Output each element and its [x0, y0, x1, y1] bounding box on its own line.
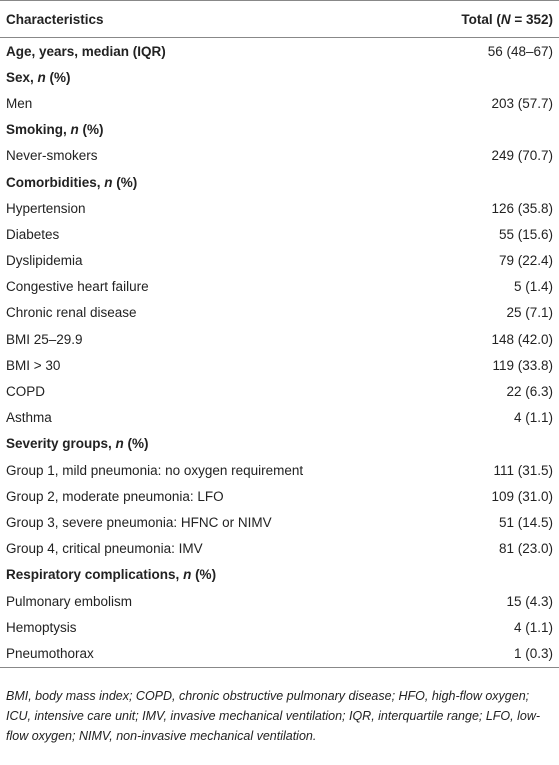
row-value: 111 (31.5) — [493, 462, 553, 478]
row-label: Severity groups, n (%) — [6, 436, 149, 452]
row-value: 56 (48–67) — [487, 43, 553, 59]
row-label: Pulmonary embolism — [6, 593, 133, 609]
item-row: Never-smokers 249 (70.7) — [0, 143, 559, 169]
empty-cell — [419, 117, 559, 143]
row-value: 51 (14.5) — [498, 514, 553, 530]
row-label: Group 4, critical pneumonia: IMV — [6, 541, 203, 557]
row-value: 4 (1.1) — [513, 619, 553, 635]
table-body: Age, years, median (IQR) 56 (48–67) Sex, n… — [0, 38, 559, 667]
row-value: 5 (1.4) — [513, 279, 553, 295]
row-value: 148 (42.0) — [491, 331, 553, 347]
item-row: Dyslipidemia 79 (22.4) — [0, 248, 559, 274]
row-label: Asthma — [6, 410, 52, 426]
section-row: Age, years, median (IQR) 56 (48–67) — [0, 38, 559, 65]
row-label: Sex, n (%) — [6, 69, 71, 85]
row-label: Hypertension — [6, 200, 86, 216]
row-label: Group 3, severe pneumonia: HFNC or NIMV — [6, 514, 272, 530]
item-row: Group 2, moderate pneumonia: LFO 109 (31.… — [0, 483, 559, 509]
row-value: 55 (15.6) — [498, 226, 553, 242]
row-value: 22 (6.3) — [506, 384, 553, 400]
row-label: Hemoptysis — [6, 619, 77, 635]
item-row: Men 203 (57.7) — [0, 90, 559, 116]
item-row: BMI 25–29.9 148 (42.0) — [0, 326, 559, 352]
section-row: Respiratory complications, n (%) — [0, 562, 559, 588]
item-row: Group 4, critical pneumonia: IMV 81 (23.0… — [0, 536, 559, 562]
row-label: BMI 25–29.9 — [6, 331, 83, 347]
row-value: 79 (22.4) — [498, 253, 553, 269]
item-row: Congestive heart failure 5 (1.4) — [0, 274, 559, 300]
section-row: Smoking, n (%) — [0, 117, 559, 143]
item-row: Group 3, severe pneumonia: HFNC or NIMV 5… — [0, 509, 559, 535]
item-row: Chronic renal disease 25 (7.1) — [0, 300, 559, 326]
row-label: Age, years, median (IQR) — [6, 43, 166, 59]
item-row: Group 1, mild pneumonia: no oxygen requi… — [0, 457, 559, 483]
row-value: 249 (70.7) — [491, 148, 553, 164]
characteristics-table: Characteristics Total (N = 352) Age, yea… — [0, 0, 559, 667]
row-label: Respiratory complications, n (%) — [6, 567, 217, 583]
row-value: 203 (57.7) — [491, 95, 553, 111]
item-row: Pneumothorax 1 (0.3) — [0, 640, 559, 667]
item-row: Hypertension 126 (35.8) — [0, 195, 559, 221]
empty-cell — [419, 64, 559, 90]
row-value: 1 (0.3) — [513, 645, 553, 661]
empty-cell — [419, 431, 559, 457]
row-value: 4 (1.1) — [513, 410, 553, 426]
row-label: Smoking, n (%) — [6, 122, 104, 138]
section-row: Comorbidities, n (%) — [0, 169, 559, 195]
header-row: Characteristics Total (N = 352) — [0, 0, 559, 38]
table-header: Characteristics Total (N = 352) — [0, 0, 559, 38]
header-cell: Total (N = 352) — [461, 11, 553, 27]
row-label: Congestive heart failure — [6, 279, 149, 295]
row-label: Group 2, moderate pneumonia: LFO — [6, 488, 224, 504]
item-row: Diabetes 55 (15.6) — [0, 221, 559, 247]
row-label: Diabetes — [6, 226, 60, 242]
section-row: Sex, n (%) — [0, 64, 559, 90]
item-row: Asthma 4 (1.1) — [0, 405, 559, 431]
row-value: 81 (23.0) — [498, 541, 553, 557]
row-label: Comorbidities, n (%) — [6, 174, 138, 190]
header-cell: Characteristics — [6, 11, 104, 27]
row-value: 15 (4.3) — [506, 593, 553, 609]
row-value: 109 (31.0) — [491, 488, 553, 504]
item-row: BMI > 30 119 (33.8) — [0, 352, 559, 378]
row-value: 25 (7.1) — [506, 305, 553, 321]
item-row: Hemoptysis 4 (1.1) — [0, 614, 559, 640]
row-value: 119 (33.8) — [492, 357, 553, 373]
row-label: COPD — [6, 384, 46, 400]
footnote: BMI, body mass index; COPD, chronic obst… — [6, 688, 541, 743]
empty-cell — [419, 169, 559, 195]
section-row: Severity groups, n (%) — [0, 431, 559, 457]
row-label: Men — [6, 95, 33, 111]
row-label: Chronic renal disease — [6, 305, 137, 321]
row-value: 126 (35.8) — [491, 200, 553, 216]
row-label: BMI > 30 — [6, 357, 61, 373]
item-row: Pulmonary embolism 15 (4.3) — [0, 588, 559, 614]
empty-cell — [419, 562, 559, 588]
row-label: Pneumothorax — [6, 645, 94, 661]
row-label: Group 1, mild pneumonia: no oxygen requi… — [6, 462, 304, 478]
row-label: Dyslipidemia — [6, 253, 83, 269]
item-row: COPD 22 (6.3) — [0, 378, 559, 404]
row-label: Never-smokers — [6, 148, 98, 164]
